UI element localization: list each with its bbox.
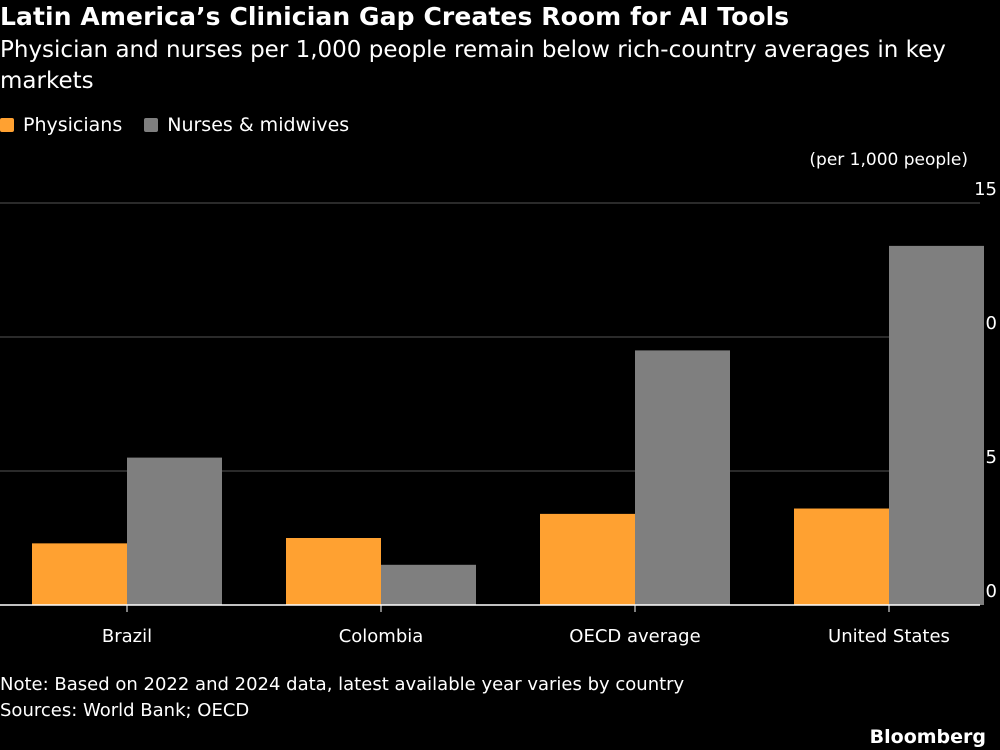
bar-nurses	[889, 245, 984, 605]
y-tick-label: 0	[986, 581, 997, 602]
legend: Physicians Nurses & midwives	[0, 114, 371, 136]
legend-swatch-physicians	[0, 118, 14, 132]
x-tick-label: Colombia	[339, 626, 424, 647]
y-tick-label: 5	[986, 447, 997, 468]
legend-label-physicians: Physicians	[23, 114, 123, 136]
chart-sources: Sources: World Bank; OECD	[0, 700, 250, 721]
y-axis-unit-label: (per 1,000 people)	[809, 150, 968, 170]
x-tick-label: United States	[828, 626, 950, 647]
bar-physicians	[540, 513, 635, 605]
brand-logo: Bloomberg	[869, 726, 986, 748]
bar-nurses	[127, 457, 222, 605]
bar-nurses	[635, 350, 730, 605]
bar-physicians	[286, 538, 381, 605]
legend-label-nurses: Nurses & midwives	[167, 114, 350, 136]
bar-nurses	[381, 564, 476, 605]
chart-note: Note: Based on 2022 and 2024 data, lates…	[0, 674, 685, 695]
legend-swatch-nurses	[144, 118, 159, 132]
legend-item-nurses: Nurses & midwives	[144, 114, 349, 136]
bar-physicians	[794, 508, 889, 605]
x-tick-label: OECD average	[569, 626, 700, 647]
x-tick-label: Brazil	[102, 626, 152, 647]
y-tick-label: 15	[974, 179, 997, 200]
chart-subtitle: Physician and nurses per 1,000 people re…	[0, 37, 946, 94]
legend-item-physicians: Physicians	[0, 114, 122, 136]
chart-title: Latin America’s Clinician Gap Creates Ro…	[0, 2, 790, 31]
bar-physicians	[32, 543, 127, 605]
